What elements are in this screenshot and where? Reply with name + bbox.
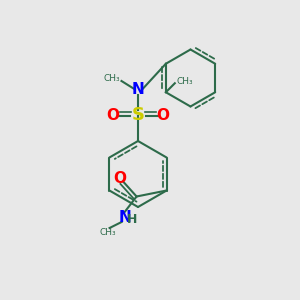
Text: S: S [131, 106, 145, 124]
Text: H: H [127, 212, 137, 226]
Text: CH₃: CH₃ [103, 74, 120, 83]
Text: CH₃: CH₃ [100, 228, 116, 237]
Text: O: O [114, 171, 127, 186]
Text: O: O [156, 108, 170, 123]
Text: N: N [132, 82, 144, 98]
Text: N: N [118, 210, 131, 225]
Text: CH₃: CH₃ [176, 77, 193, 86]
Text: O: O [106, 108, 120, 123]
